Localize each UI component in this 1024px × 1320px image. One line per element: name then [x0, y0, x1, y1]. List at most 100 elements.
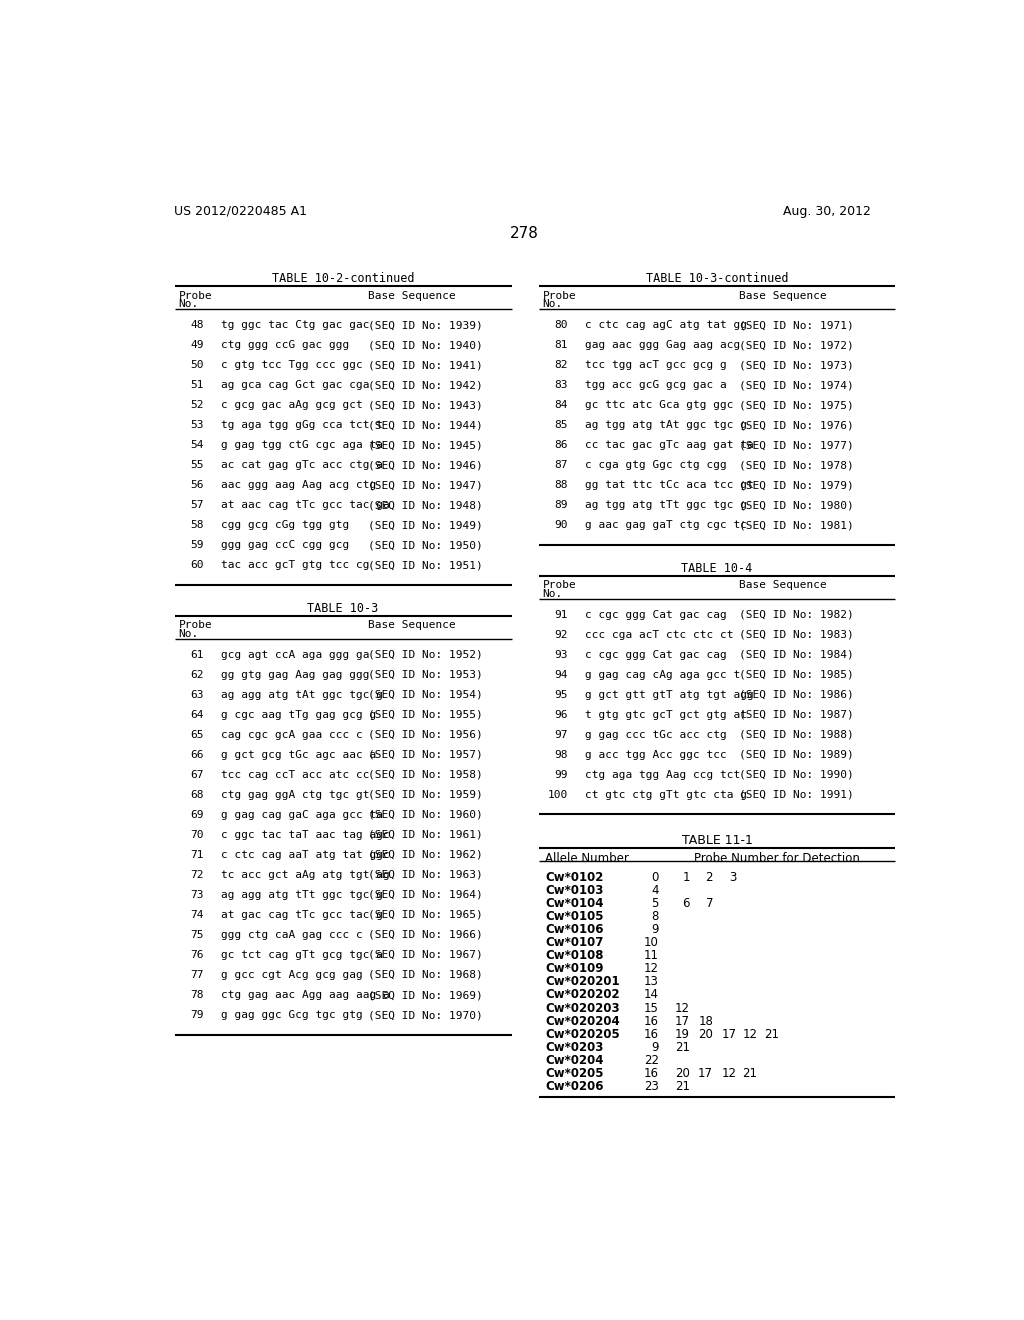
Text: Cw*0109: Cw*0109 [545, 962, 603, 975]
Text: Probe: Probe [543, 581, 577, 590]
Text: g cgc aag tTg gag gcg g: g cgc aag tTg gag gcg g [221, 710, 376, 719]
Text: 13: 13 [644, 975, 658, 989]
Text: (SEQ ID No: 1964): (SEQ ID No: 1964) [369, 890, 483, 900]
Text: 16: 16 [644, 1067, 658, 1080]
Text: 21: 21 [742, 1067, 758, 1080]
Text: 84: 84 [555, 400, 568, 411]
Text: 70: 70 [190, 830, 204, 840]
Text: 19: 19 [675, 1028, 690, 1040]
Text: 59: 59 [190, 540, 204, 550]
Text: cgg gcg cGg tgg gtg: cgg gcg cGg tgg gtg [221, 520, 349, 531]
Text: (SEQ ID No: 1939): (SEQ ID No: 1939) [369, 321, 483, 330]
Text: (SEQ ID No: 1940): (SEQ ID No: 1940) [369, 341, 483, 350]
Text: No.: No. [178, 300, 199, 309]
Text: Base Sequence: Base Sequence [738, 290, 826, 301]
Text: 21: 21 [675, 1040, 690, 1053]
Text: Cw*0107: Cw*0107 [545, 936, 603, 949]
Text: 54: 54 [190, 441, 204, 450]
Text: 22: 22 [644, 1053, 658, 1067]
Text: ctg gag aac Agg aag aag a: ctg gag aac Agg aag aag a [221, 990, 390, 1001]
Text: (SEQ ID No: 1951): (SEQ ID No: 1951) [369, 561, 483, 570]
Text: (SEQ ID No: 1971): (SEQ ID No: 1971) [738, 321, 853, 330]
Text: g gcc cgt Acg gcg gag: g gcc cgt Acg gcg gag [221, 970, 362, 979]
Text: (SEQ ID No: 1974): (SEQ ID No: 1974) [738, 380, 853, 391]
Text: 65: 65 [190, 730, 204, 739]
Text: 97: 97 [555, 730, 568, 739]
Text: No.: No. [543, 589, 563, 599]
Text: 16: 16 [644, 1028, 658, 1040]
Text: ac cat gag gTc acc ctg a: ac cat gag gTc acc ctg a [221, 461, 383, 470]
Text: gg tat ttc tCc aca tcc gt: gg tat ttc tCc aca tcc gt [586, 480, 754, 490]
Text: 10: 10 [644, 936, 658, 949]
Text: (SEQ ID No: 1947): (SEQ ID No: 1947) [369, 480, 483, 490]
Text: ag tgg atg tAt ggc tgc g: ag tgg atg tAt ggc tgc g [586, 420, 748, 430]
Text: 14: 14 [644, 989, 658, 1002]
Text: c ctc cag agC atg tat gg: c ctc cag agC atg tat gg [586, 321, 748, 330]
Text: 6: 6 [682, 896, 690, 909]
Text: 89: 89 [555, 500, 568, 511]
Text: 93: 93 [555, 649, 568, 660]
Text: (SEQ ID No: 1946): (SEQ ID No: 1946) [369, 461, 483, 470]
Text: 55: 55 [190, 461, 204, 470]
Text: (SEQ ID No: 1967): (SEQ ID No: 1967) [369, 950, 483, 960]
Text: Probe: Probe [178, 620, 212, 631]
Text: (SEQ ID No: 1977): (SEQ ID No: 1977) [738, 441, 853, 450]
Text: 75: 75 [190, 929, 204, 940]
Text: t gtg gtc gcT gct gtg at: t gtg gtc gcT gct gtg at [586, 710, 748, 719]
Text: 0: 0 [651, 871, 658, 883]
Text: Base Sequence: Base Sequence [369, 290, 456, 301]
Text: TABLE 10-3-continued: TABLE 10-3-continued [646, 272, 788, 285]
Text: Cw*0206: Cw*0206 [545, 1080, 603, 1093]
Text: 62: 62 [190, 669, 204, 680]
Text: 9: 9 [651, 1040, 658, 1053]
Text: cc tac gac gTc aag gat ta: cc tac gac gTc aag gat ta [586, 441, 754, 450]
Text: 79: 79 [190, 1010, 204, 1020]
Text: (SEQ ID No: 1960): (SEQ ID No: 1960) [369, 810, 483, 820]
Text: tcc tgg acT gcc gcg g: tcc tgg acT gcc gcg g [586, 360, 727, 370]
Text: 72: 72 [190, 870, 204, 880]
Text: (SEQ ID No: 1944): (SEQ ID No: 1944) [369, 420, 483, 430]
Text: (SEQ ID No: 1986): (SEQ ID No: 1986) [738, 689, 853, 700]
Text: 5: 5 [651, 896, 658, 909]
Text: Probe: Probe [543, 290, 577, 301]
Text: ccc cga acT ctc ctc ct: ccc cga acT ctc ctc ct [586, 630, 734, 640]
Text: (SEQ ID No: 1968): (SEQ ID No: 1968) [369, 970, 483, 979]
Text: Cw*0108: Cw*0108 [545, 949, 603, 962]
Text: Cw*020205: Cw*020205 [545, 1028, 620, 1040]
Text: (SEQ ID No: 1958): (SEQ ID No: 1958) [369, 770, 483, 780]
Text: tac acc gcT gtg tcc cg: tac acc gcT gtg tcc cg [221, 561, 370, 570]
Text: 1: 1 [682, 871, 690, 883]
Text: 12: 12 [742, 1028, 758, 1040]
Text: 21: 21 [764, 1028, 779, 1040]
Text: (SEQ ID No: 1970): (SEQ ID No: 1970) [369, 1010, 483, 1020]
Text: (SEQ ID No: 1973): (SEQ ID No: 1973) [738, 360, 853, 370]
Text: 18: 18 [698, 1015, 713, 1028]
Text: (SEQ ID No: 1945): (SEQ ID No: 1945) [369, 441, 483, 450]
Text: (SEQ ID No: 1991): (SEQ ID No: 1991) [738, 789, 853, 800]
Text: Cw*020201: Cw*020201 [545, 975, 620, 989]
Text: 58: 58 [190, 520, 204, 531]
Text: ag agg atg tTt ggc tgc g: ag agg atg tTt ggc tgc g [221, 890, 383, 900]
Text: (SEQ ID No: 1981): (SEQ ID No: 1981) [738, 520, 853, 531]
Text: g aac gag gaT ctg cgc tc: g aac gag gaT ctg cgc tc [586, 520, 748, 531]
Text: (SEQ ID No: 1962): (SEQ ID No: 1962) [369, 850, 483, 859]
Text: US 2012/0220485 A1: US 2012/0220485 A1 [174, 205, 307, 218]
Text: Probe: Probe [178, 290, 212, 301]
Text: (SEQ ID No: 1963): (SEQ ID No: 1963) [369, 870, 483, 880]
Text: 66: 66 [190, 750, 204, 760]
Text: 4: 4 [651, 884, 658, 896]
Text: 16: 16 [644, 1015, 658, 1028]
Text: ag tgg atg tTt ggc tgc g: ag tgg atg tTt ggc tgc g [586, 500, 748, 511]
Text: 95: 95 [555, 689, 568, 700]
Text: 49: 49 [190, 341, 204, 350]
Text: Allele Number: Allele Number [545, 853, 629, 865]
Text: g gag cag cAg aga gcc t: g gag cag cAg aga gcc t [586, 669, 740, 680]
Text: Cw*0204: Cw*0204 [545, 1053, 603, 1067]
Text: c cgc ggg Cat gac cag: c cgc ggg Cat gac cag [586, 610, 727, 619]
Text: 8: 8 [651, 909, 658, 923]
Text: (SEQ ID No: 1972): (SEQ ID No: 1972) [738, 341, 853, 350]
Text: (SEQ ID No: 1979): (SEQ ID No: 1979) [738, 480, 853, 490]
Text: 50: 50 [190, 360, 204, 370]
Text: gcg agt ccA aga ggg ga: gcg agt ccA aga ggg ga [221, 649, 370, 660]
Text: 100: 100 [548, 789, 568, 800]
